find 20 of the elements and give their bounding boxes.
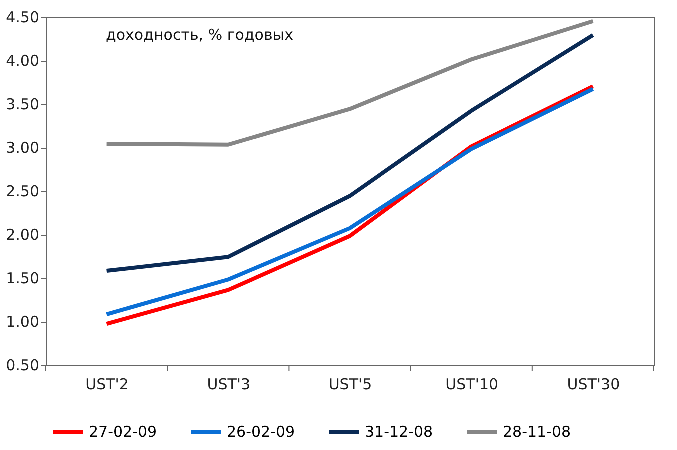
line-series — [104, 19, 596, 147]
legend-label: 28-11-08 — [503, 423, 572, 441]
legend-label: 31-12-08 — [365, 423, 434, 441]
y-tick-label: 3.00 — [6, 139, 40, 157]
y-tick-label: 1.00 — [6, 313, 40, 331]
y-tick-label: 4.00 — [6, 52, 40, 70]
y-tick-label: 1.50 — [6, 270, 40, 288]
x-tick-label: UST'10 — [446, 376, 499, 394]
x-tick-label: UST'2 — [86, 376, 129, 394]
legend-label: 27-02-09 — [89, 423, 158, 441]
y-tick-label: 2.00 — [6, 226, 40, 244]
y-tick-label: 4.50 — [6, 8, 40, 26]
y-tick-label: 0.50 — [6, 356, 40, 374]
x-tick-label: UST'5 — [328, 376, 372, 394]
x-tick-label: UST'3 — [207, 376, 251, 394]
y-tick-label: 2.50 — [6, 182, 40, 200]
legend-label: 26-02-09 — [227, 423, 296, 441]
y-tick-label: 3.50 — [6, 96, 40, 114]
x-tick-label: UST'30 — [567, 376, 620, 394]
annotation: доходность, % годовых — [106, 26, 294, 44]
